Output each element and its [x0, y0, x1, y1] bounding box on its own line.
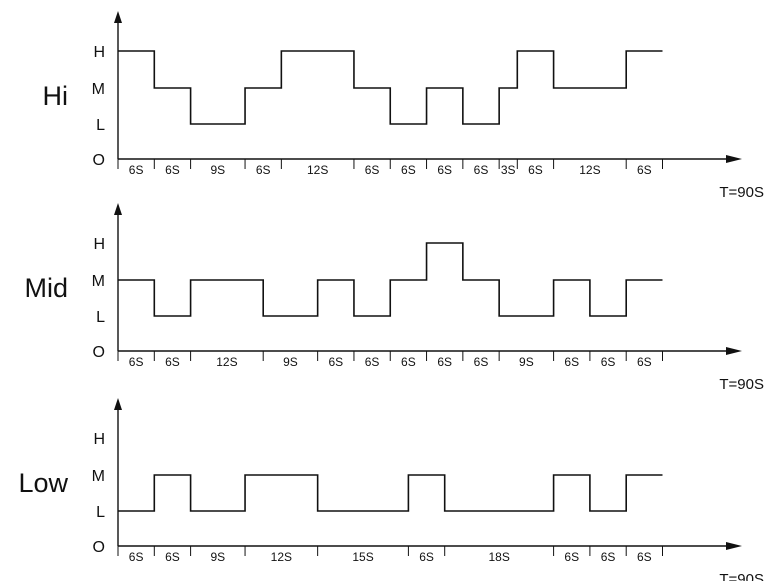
segment-duration-label: 6S [528, 163, 543, 177]
segment-duration-label: 6S [129, 355, 144, 369]
period-label: T=90S [719, 376, 764, 393]
segment-duration-label: 15S [352, 550, 373, 564]
segment-duration-label: 6S [165, 163, 180, 177]
level-tick-label: M [92, 273, 105, 290]
x-axis-arrow [726, 155, 742, 163]
segment-duration-label: 6S [601, 355, 616, 369]
segment-duration-label: 6S [474, 355, 489, 369]
segment-duration-label: 6S [419, 550, 434, 564]
segment-duration-label: 6S [401, 355, 416, 369]
chart-panel-mid: H M L O Mid T=90S 6S 6S 12S 9S 6S 6S 6S 6S 6S 9S 6S 6S 6S [24, 203, 764, 393]
chart-panel-low: H M L O Low T=90S 6S 6S 9S 12S 15S 6S 18S 6S 6S 6S [18, 398, 764, 581]
segment-duration-label: 6S [256, 163, 271, 177]
segment-duration-label: 6S [637, 355, 652, 369]
segment-duration-label: 12S [216, 355, 237, 369]
segment-duration-label: 6S [129, 163, 144, 177]
segment-duration-label: 6S [564, 550, 579, 564]
level-tick-label: H [93, 44, 105, 61]
segment-duration-label: 6S [328, 355, 343, 369]
segment-duration-label: 6S [637, 550, 652, 564]
segment-duration-label: 6S [165, 355, 180, 369]
segment-duration-label: 12S [271, 550, 292, 564]
y-axis-arrow [114, 398, 122, 410]
panel-label: Hi [43, 81, 69, 111]
level-tick-label: O [93, 344, 105, 361]
segment-duration-label: 6S [637, 163, 652, 177]
level-waveform [118, 474, 663, 512]
segment-duration-label: 6S [365, 355, 380, 369]
y-axis-arrow [114, 11, 122, 23]
segment-duration-label: 6S [474, 163, 489, 177]
level-tick-label: L [96, 117, 105, 134]
level-tick-label: L [96, 309, 105, 326]
level-waveform [118, 50, 663, 125]
segment-duration-label: 9S [283, 355, 298, 369]
segment-duration-label: 12S [307, 163, 328, 177]
level-tick-label: O [93, 152, 105, 169]
segment-duration-label: 3S [501, 163, 516, 177]
segment-duration-label: 6S [437, 355, 452, 369]
level-tick-label: L [96, 504, 105, 521]
chart-panel-hi: H M L O Hi T=90S 6S 6S 9S 6S 12S 6S 6S 6S 6S 3S 6S 12S 6S [43, 11, 764, 201]
segment-duration-label: 6S [165, 550, 180, 564]
segment-duration-label: 6S [437, 163, 452, 177]
x-axis-arrow [726, 542, 742, 550]
level-waveform [118, 242, 663, 317]
segment-duration-label: 6S [564, 355, 579, 369]
segment-duration-label: 9S [210, 550, 225, 564]
segment-duration-label: 9S [519, 355, 534, 369]
panel-label: Low [18, 468, 68, 498]
segment-duration-label: 12S [579, 163, 600, 177]
level-tick-label: H [93, 431, 105, 448]
segment-duration-label: 18S [488, 550, 509, 564]
segment-duration-label: 6S [129, 550, 144, 564]
segment-duration-label: 6S [401, 163, 416, 177]
segment-duration-label: 6S [601, 550, 616, 564]
level-tick-label: M [92, 81, 105, 98]
level-tick-label: O [93, 539, 105, 556]
level-tick-label: M [92, 468, 105, 485]
period-label: T=90S [719, 571, 764, 581]
segment-duration-label: 9S [210, 163, 225, 177]
panel-label: Mid [24, 273, 68, 303]
period-label: T=90S [719, 184, 764, 201]
segment-duration-label: 6S [365, 163, 380, 177]
level-tick-label: H [93, 236, 105, 253]
y-axis-arrow [114, 203, 122, 215]
x-axis-arrow [726, 347, 742, 355]
